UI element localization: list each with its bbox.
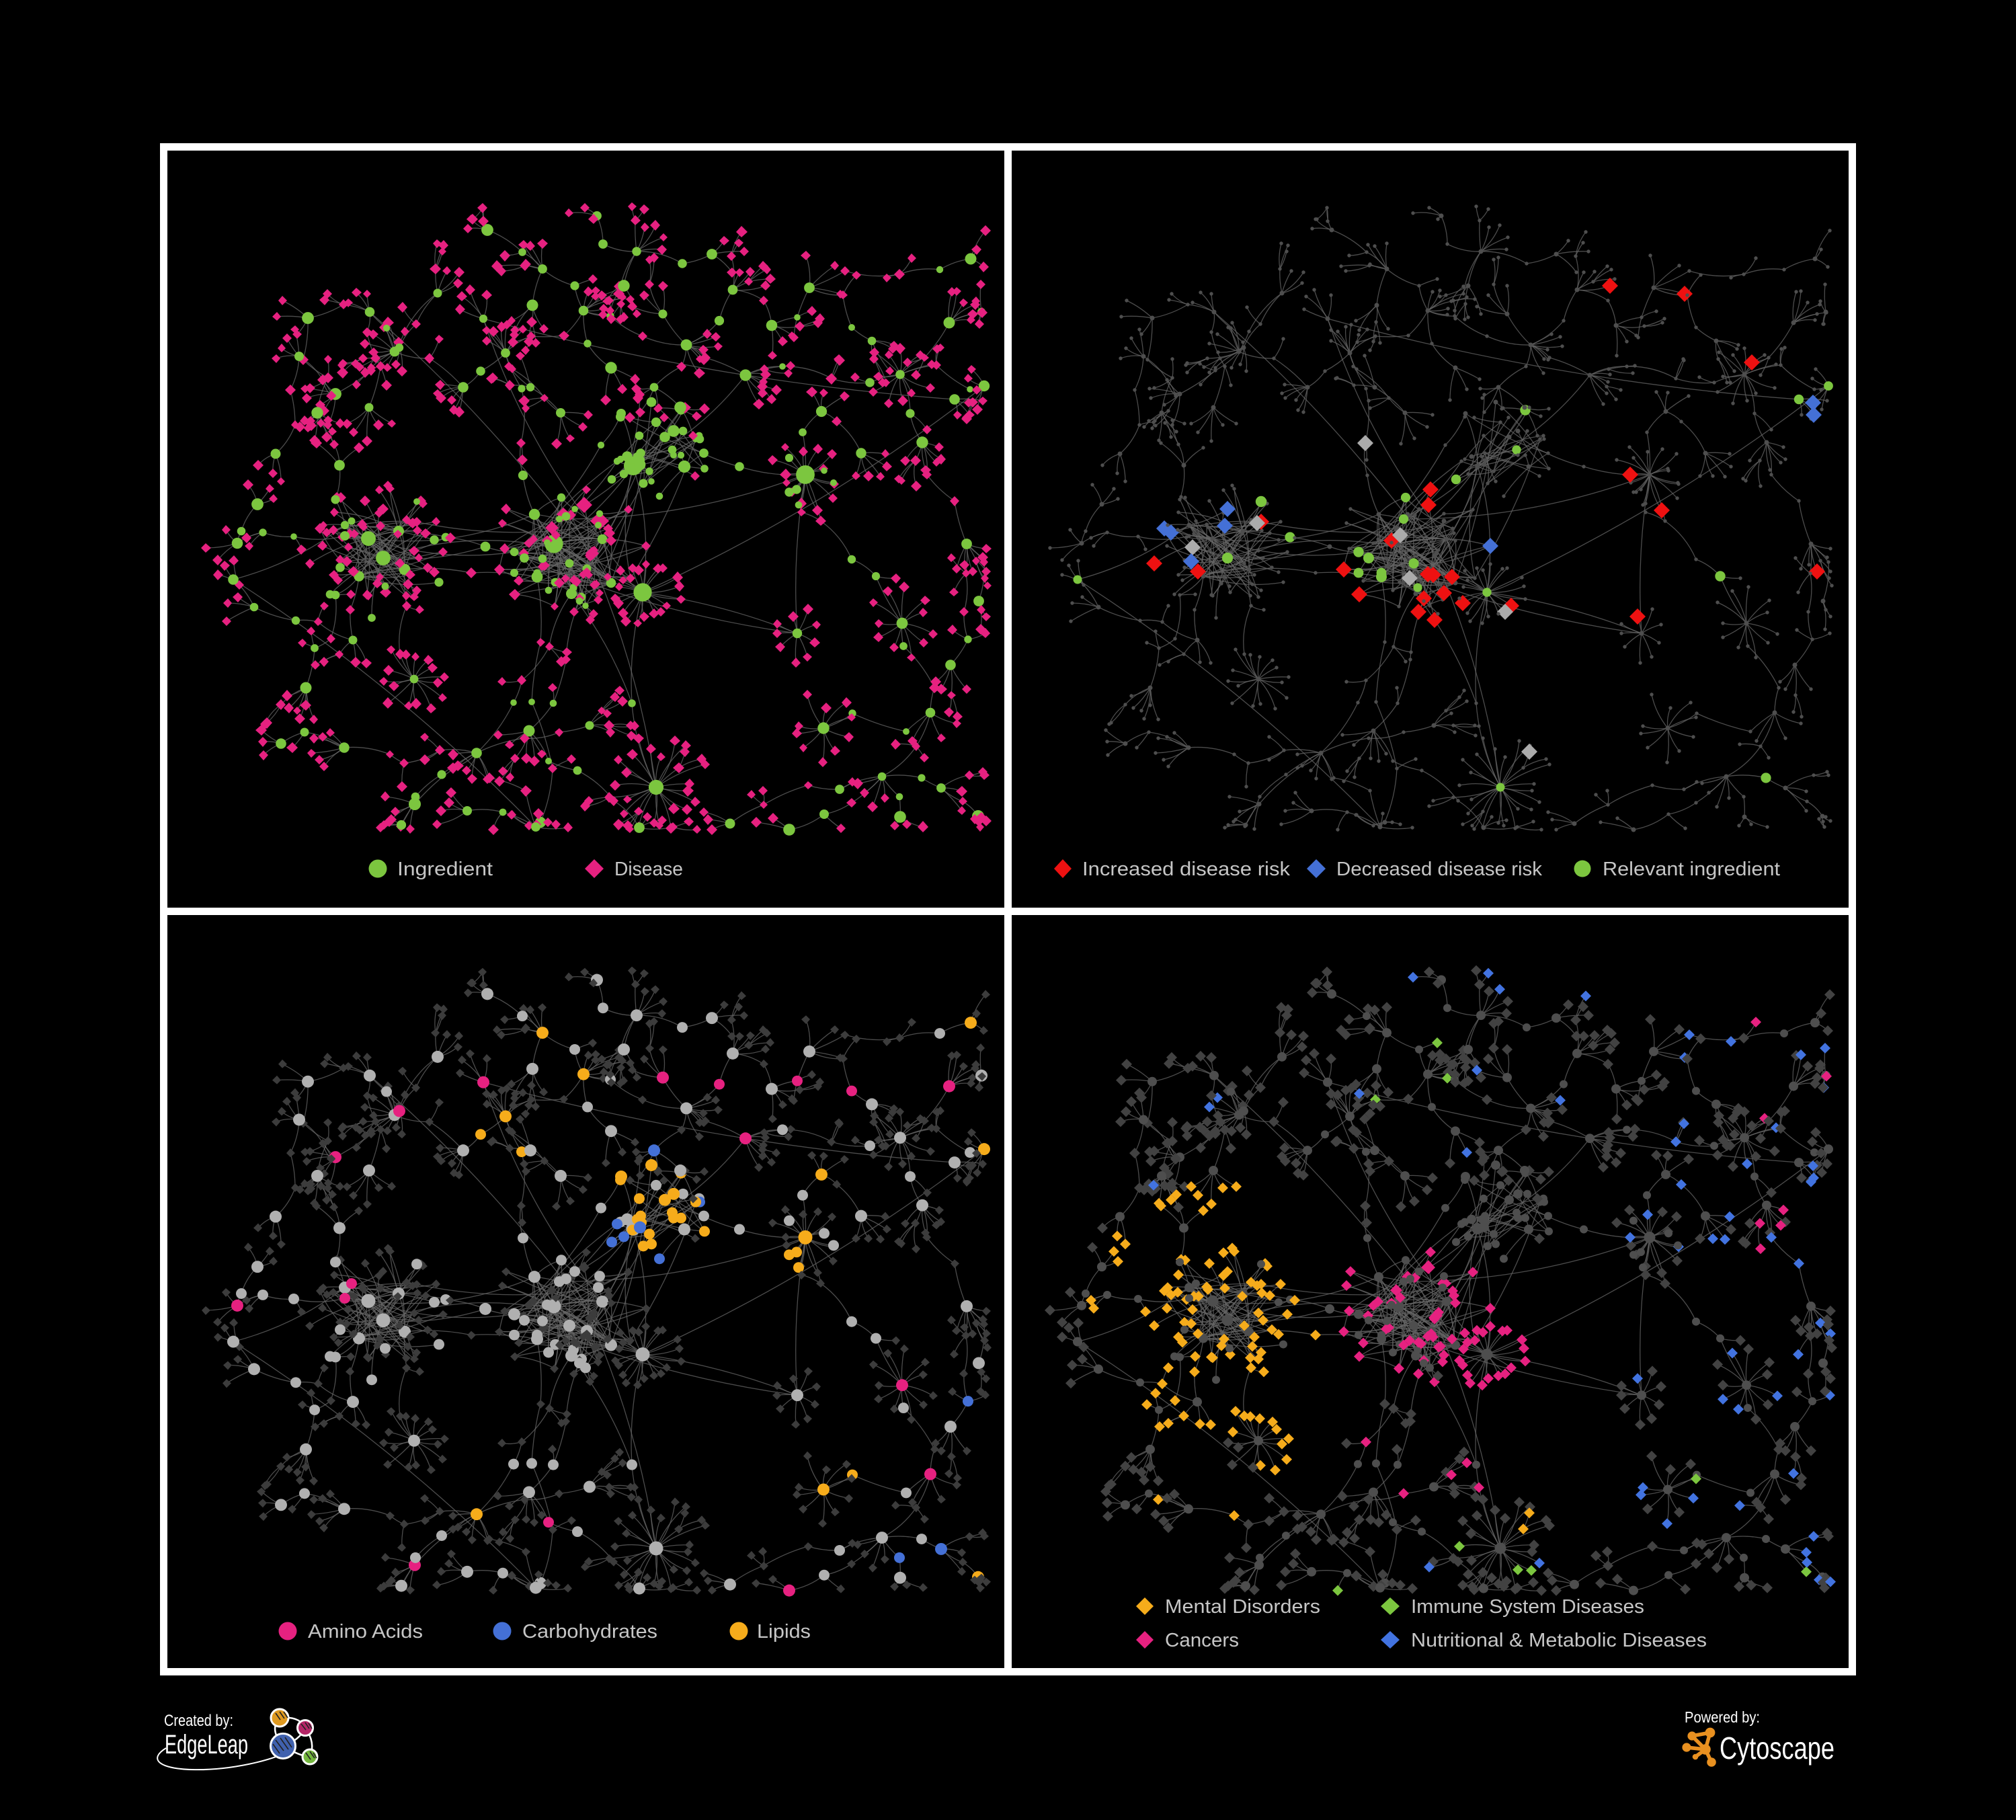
svg-text:Ingredient: Ingredient: [397, 859, 493, 880]
svg-text:Relevant ingredient: Relevant ingredient: [1603, 859, 1780, 880]
svg-text:Increased disease risk: Increased disease risk: [1082, 859, 1291, 880]
svg-text:Immune System Diseases: Immune System Diseases: [1411, 1596, 1644, 1618]
svg-text:Decreased disease risk: Decreased disease risk: [1336, 859, 1542, 880]
svg-text:Nutritional & Metabolic Diseas: Nutritional & Metabolic Diseases: [1411, 1630, 1707, 1651]
svg-text:Created by:: Created by:: [164, 1712, 233, 1730]
svg-text:Disease: Disease: [614, 859, 683, 880]
svg-text:Cancers: Cancers: [1165, 1630, 1239, 1651]
svg-text:Carbohydrates: Carbohydrates: [522, 1621, 657, 1643]
svg-text:Powered by:: Powered by:: [1685, 1708, 1760, 1726]
svg-text:Mental Disorders: Mental Disorders: [1165, 1596, 1320, 1618]
svg-text:Lipids: Lipids: [757, 1621, 811, 1643]
svg-text:Amino Acids: Amino Acids: [308, 1621, 423, 1643]
svg-text:EdgeLeap: EdgeLeap: [165, 1730, 248, 1759]
svg-text:Cytoscape: Cytoscape: [1720, 1731, 1834, 1766]
